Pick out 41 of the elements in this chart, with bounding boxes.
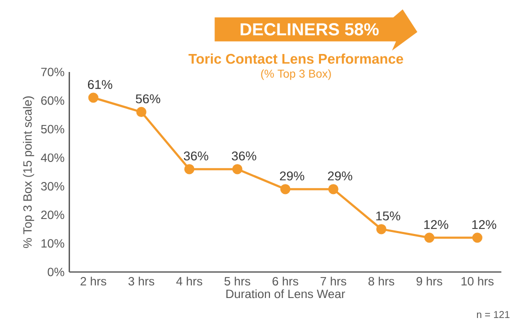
y-tick-label: 60%: [41, 96, 64, 105]
y-tick-label: 50%: [41, 125, 64, 134]
point: [184, 164, 194, 174]
x-tick-label: 9 hrs: [416, 276, 442, 286]
point: [136, 107, 146, 118]
point: [328, 184, 338, 194]
data-label: 15%: [376, 212, 400, 221]
point: [232, 164, 242, 174]
chart-subtitle: (% Top 3 Box): [261, 70, 331, 80]
point: [424, 232, 434, 243]
data-label: 61%: [88, 80, 112, 90]
x-tick-label: 6 hrs: [272, 276, 298, 286]
data-label: 36%: [232, 152, 256, 161]
x-tick-label: 10 hrs: [462, 276, 494, 286]
point: [376, 224, 386, 234]
x-tick-label: 2 hrs: [80, 276, 106, 286]
x-tick-label: 8 hrs: [368, 276, 394, 286]
text: DECLINERS 58%: [240, 23, 379, 36]
y-tick-label: 0%: [48, 268, 64, 276]
x-tick-label: 7 hrs: [320, 276, 346, 286]
data-label: 56%: [136, 94, 160, 104]
text: n = 121: [476, 311, 510, 318]
x-axis-title: Duration of Lens Wear: [226, 290, 346, 298]
x-tick-label: 4 hrs: [176, 276, 202, 286]
x-tick-label: 5 hrs: [224, 276, 250, 286]
y-tick-label: 70%: [41, 68, 64, 76]
data-label: 36%: [184, 152, 208, 161]
point: [88, 92, 98, 103]
data-label: 29%: [328, 172, 352, 181]
y-axis-title: % Top 3 Box (15 point scale): [22, 96, 34, 248]
data-label: 29%: [280, 172, 304, 181]
data-label: 12%: [424, 220, 448, 230]
y-tick-label: 40%: [40, 154, 64, 162]
point: [280, 184, 290, 194]
chart-title: Toric Contact Lens Performance: [188, 54, 404, 64]
y-tick-label: 10%: [42, 239, 64, 248]
y-tick-label: 30%: [41, 182, 64, 191]
point: [472, 232, 482, 243]
x-tick-label: 3 hrs: [128, 276, 154, 286]
y-tick-label: 20%: [41, 210, 64, 220]
data-label: 12%: [472, 220, 496, 230]
